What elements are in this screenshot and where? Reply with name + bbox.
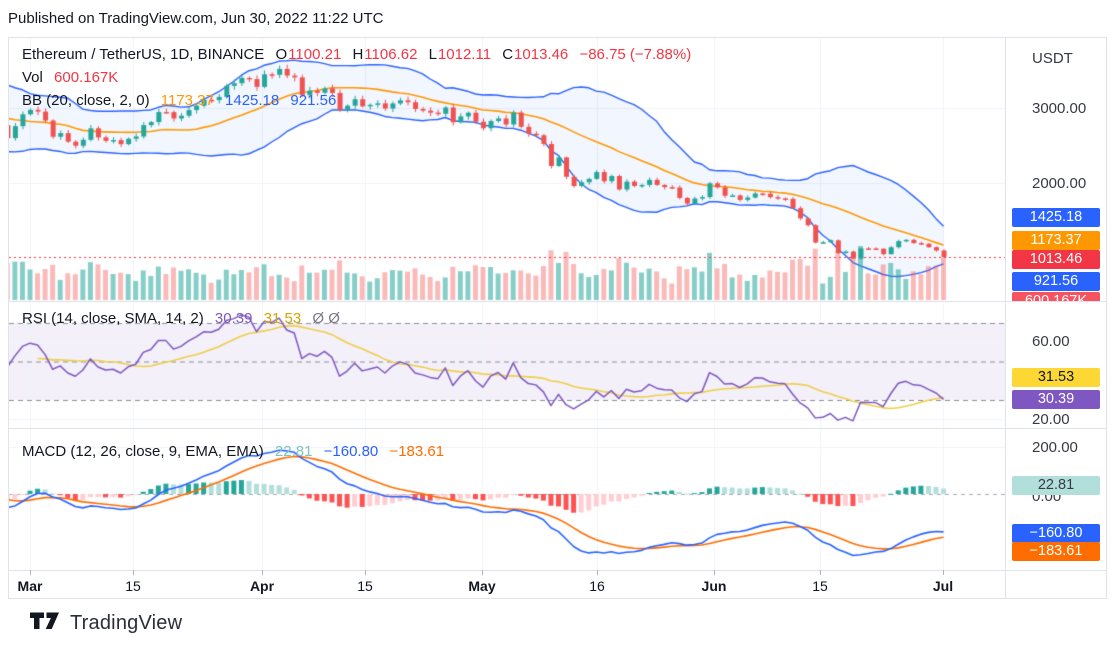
- bb-label: BB (20, close, 2, 0): [22, 92, 150, 109]
- low-value: 1012.11: [437, 46, 492, 63]
- rsi-band-values: Ø Ø: [312, 310, 340, 327]
- volume-label: Vol: [22, 69, 43, 86]
- price-axis-badge: 921.56: [1012, 272, 1100, 291]
- rsi-ma-value: 31.53: [263, 310, 302, 327]
- price-axis-badge: 1173.37: [1012, 231, 1100, 250]
- time-axis-label: 15: [125, 578, 141, 594]
- symbol-legend: Ethereum / TetherUS, 1D, BINANCE O1100.2…: [22, 46, 698, 63]
- pane-divider: [9, 301, 1106, 302]
- price-axis-badge: 1013.46: [1012, 250, 1100, 269]
- symbol-title: Ethereum / TetherUS, 1D, BINANCE: [22, 46, 265, 63]
- time-axis-tick: [714, 570, 715, 575]
- macd-line-value: −160.80: [323, 443, 379, 460]
- rsi-value: 30.39: [214, 310, 253, 327]
- time-axis-tick: [482, 570, 483, 575]
- macd-pane-canvas: [9, 428, 1005, 570]
- high-label: H: [352, 46, 364, 63]
- pane-divider: [9, 570, 1106, 571]
- time-axis-tick: [820, 570, 821, 575]
- time-axis-label: Mar: [17, 578, 43, 594]
- time-axis-label: Apr: [249, 578, 275, 594]
- change-value: −86.75 (−7.88%): [579, 46, 692, 63]
- volume-value: 600.167K: [54, 69, 119, 86]
- axis-divider: [1005, 38, 1006, 598]
- time-axis-label: 16: [589, 578, 605, 594]
- time-axis-label: Jul: [932, 578, 954, 594]
- price-axis-badge: 1425.18: [1012, 208, 1100, 227]
- price-axis-tick: 2000.00: [1032, 175, 1087, 192]
- tradingview-brand[interactable]: TradingView: [70, 611, 183, 634]
- bb-basis-value: 1173.37: [160, 92, 214, 109]
- close-value: 1013.46: [514, 46, 569, 63]
- rsi-axis-tick: 20.00: [1032, 411, 1070, 428]
- volume-legend: Vol 600.167K: [22, 69, 125, 86]
- tradingview-logo-icon[interactable]: [30, 611, 61, 635]
- macd-axis-tick: 0.00: [1032, 488, 1062, 505]
- rsi-axis-badge: 31.53: [1012, 368, 1100, 387]
- time-axis-tick: [597, 570, 598, 575]
- time-axis-label: 15: [812, 578, 828, 594]
- chart-frame: Ethereum / TetherUS, 1D, BINANCE O1100.2…: [8, 37, 1107, 599]
- bb-legend: BB (20, close, 2, 0) 1173.37 1425.18 921…: [22, 92, 343, 109]
- publish-caption: Published on TradingView.com, Jun 30, 20…: [8, 10, 384, 27]
- open-value: 1100.21: [288, 46, 342, 63]
- macd-axis-tick: 200.00: [1032, 439, 1078, 456]
- price-axis-currency: USDT: [1032, 50, 1073, 67]
- price-axis-tick: 3000.00: [1032, 100, 1087, 117]
- close-label: C: [502, 46, 514, 63]
- rsi-legend: RSI (14, close, SMA, 14, 2) 30.39 31.53 …: [22, 310, 347, 327]
- time-axis-label: Jun: [701, 578, 727, 594]
- high-value: 1106.62: [364, 46, 418, 63]
- macd-label: MACD (12, 26, close, 9, EMA, EMA): [22, 443, 264, 460]
- time-axis: Mar 15 Apr 15 May 16 Jun 15 Jul: [9, 570, 1005, 598]
- macd-hist-value: 22.81: [274, 443, 313, 460]
- time-axis-label: May: [468, 578, 496, 594]
- open-label: O: [275, 46, 288, 63]
- macd-axis-badge: −160.80: [1012, 524, 1100, 543]
- price-pane-canvas: [9, 38, 1005, 301]
- rsi-axis-badge: 30.39: [1012, 390, 1100, 409]
- macd-signal-value: −183.61: [389, 443, 445, 460]
- rsi-axis-tick: 60.00: [1032, 333, 1070, 350]
- pane-divider: [9, 428, 1106, 429]
- price-axis-badges: 1425.18 1173.37 1013.46 921.56 600.167K: [1005, 38, 1106, 301]
- time-axis-tick: [133, 570, 134, 575]
- time-axis-tick: [262, 570, 263, 575]
- footer-brand-bar: TradingView: [30, 608, 182, 638]
- rsi-label: RSI (14, close, SMA, 14, 2): [22, 310, 204, 327]
- bb-lower-value: 921.56: [290, 92, 337, 109]
- time-axis-tick: [943, 570, 944, 575]
- time-axis-tick: [365, 570, 366, 575]
- price-axis-badge: 600.167K: [1012, 292, 1100, 301]
- macd-axis-badge: −183.61: [1012, 542, 1100, 561]
- time-axis-label: 15: [357, 578, 373, 594]
- bb-upper-value: 1425.18: [225, 92, 280, 109]
- rsi-pane-canvas: [9, 301, 1005, 428]
- time-axis-tick: [30, 570, 31, 575]
- low-label: L: [428, 46, 437, 63]
- macd-legend: MACD (12, 26, close, 9, EMA, EMA) 22.81 …: [22, 443, 451, 460]
